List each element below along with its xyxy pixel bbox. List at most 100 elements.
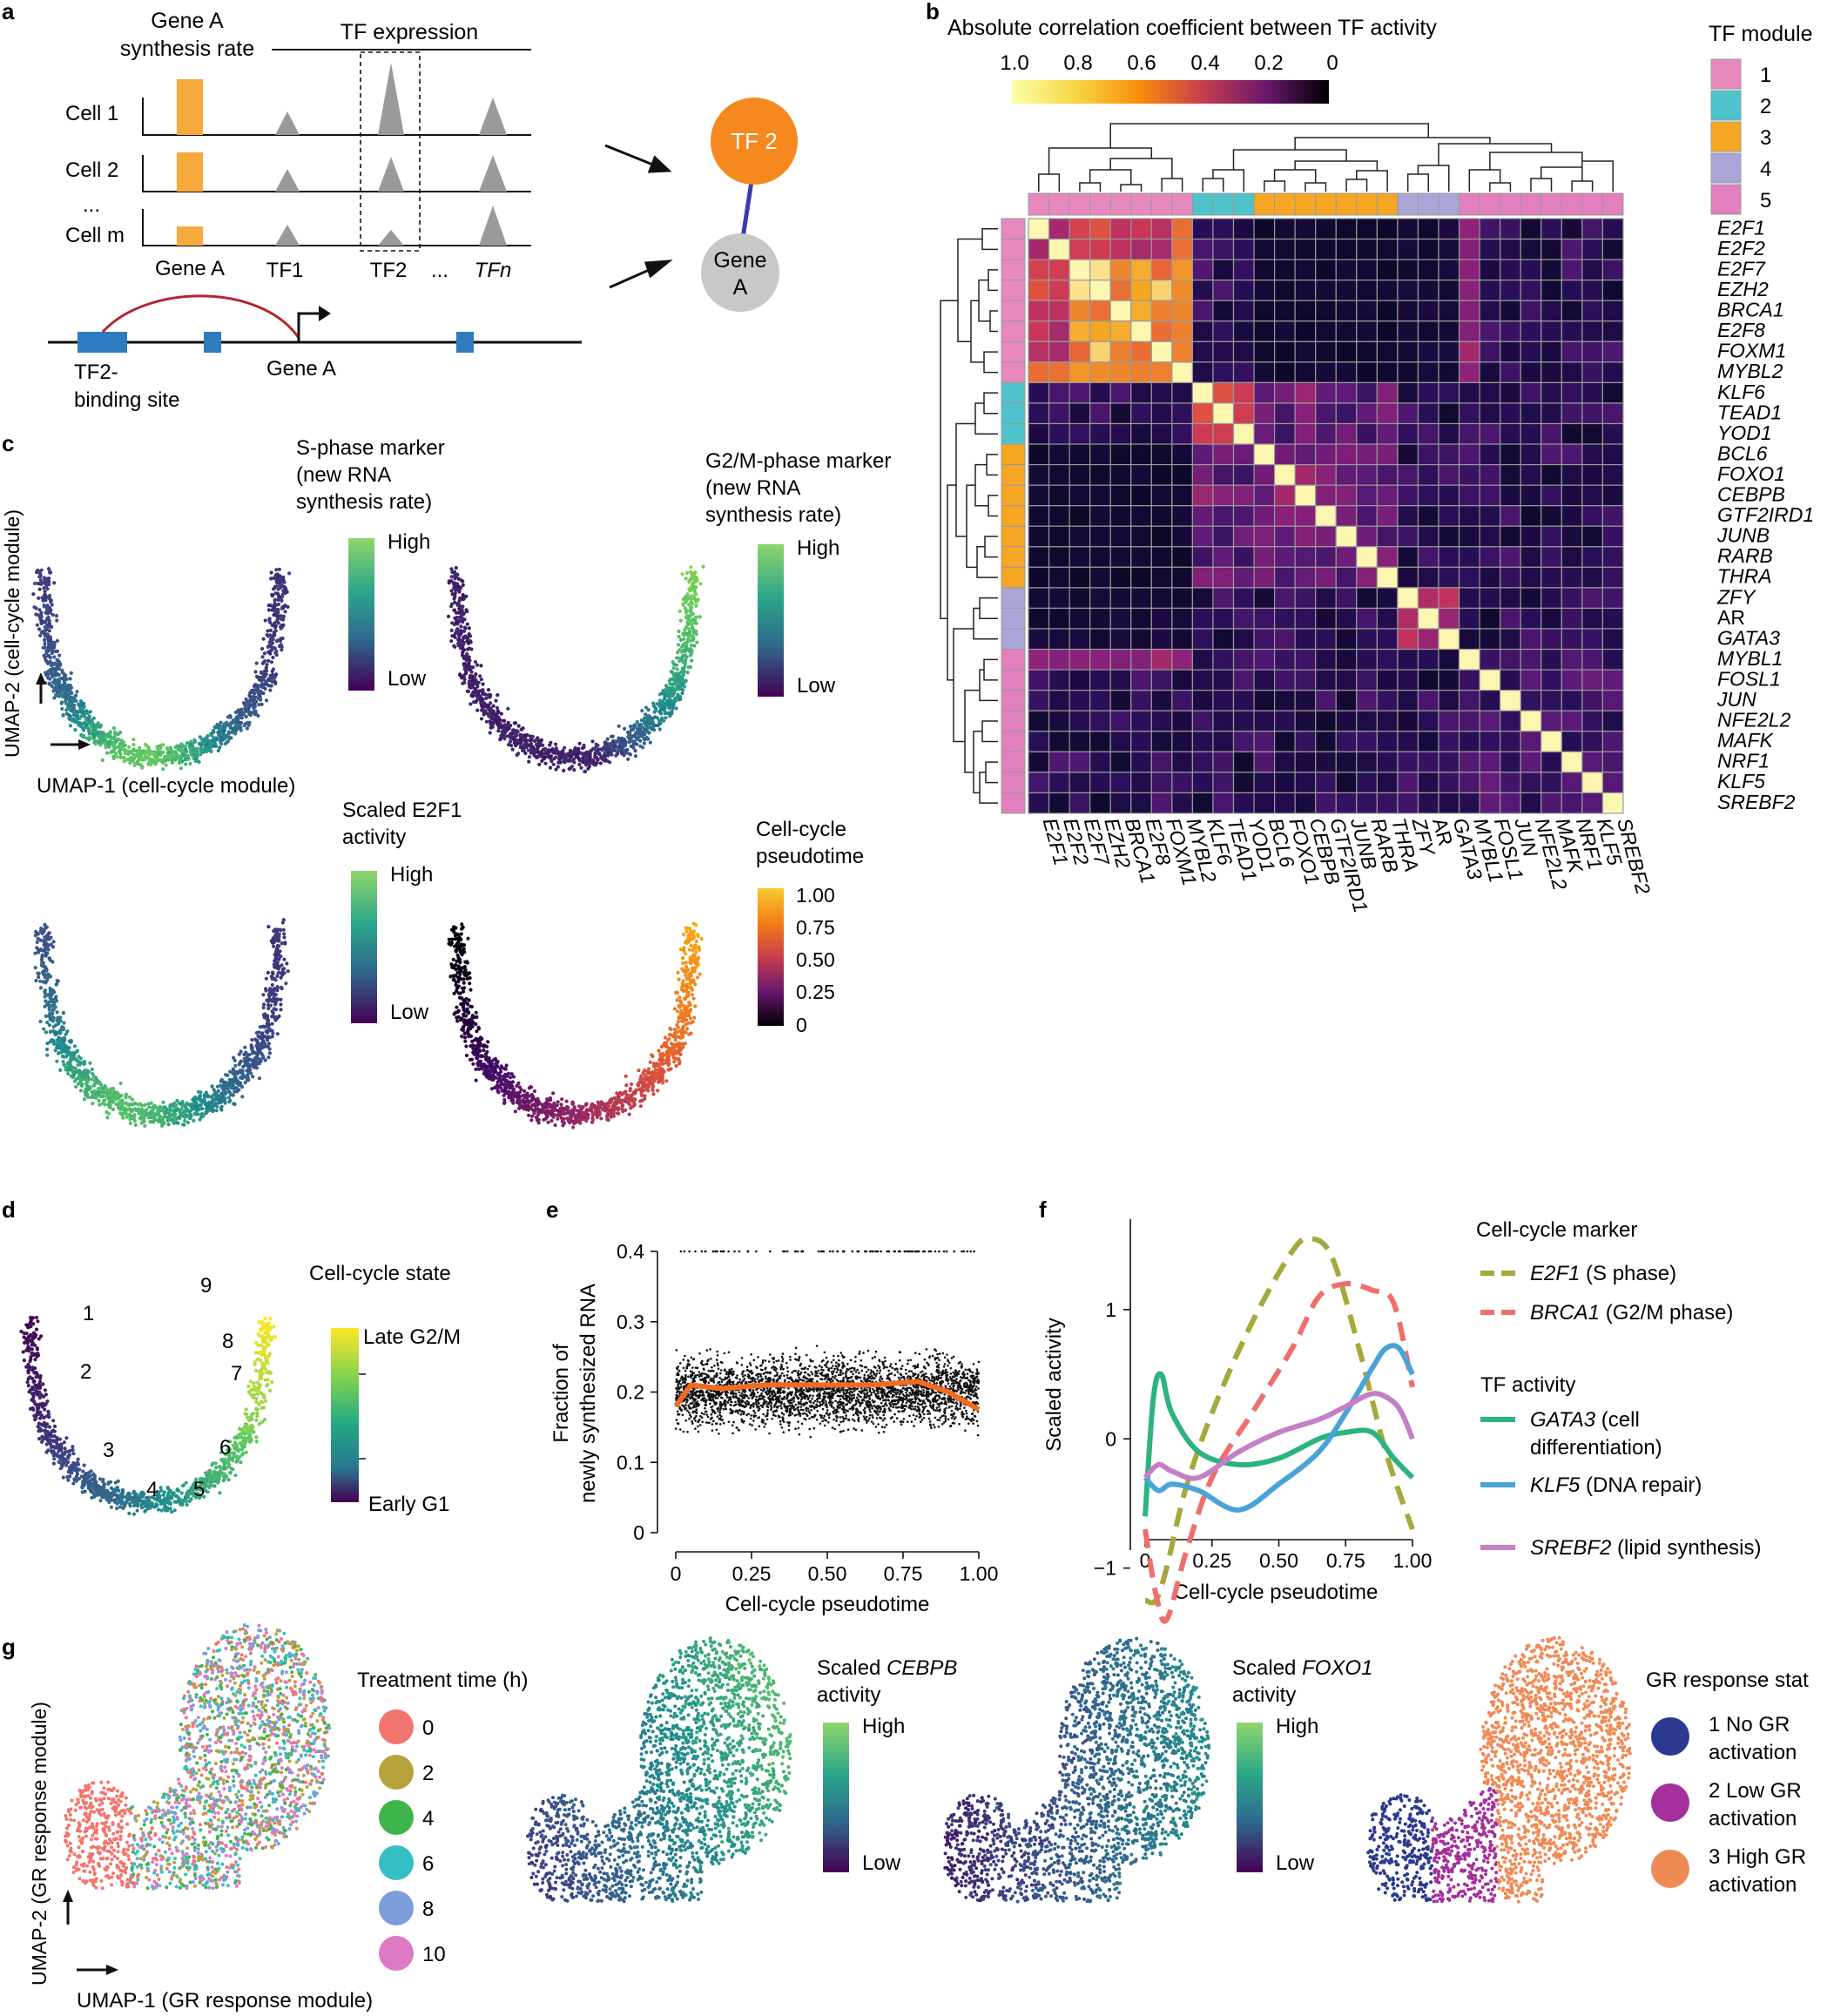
cell-point [62,1021,65,1025]
cell-point [246,726,249,730]
cell-point [487,688,490,691]
heatmap-cell [1295,424,1316,445]
cell-point [469,647,473,651]
cell-point [145,744,149,747]
cell-point [240,1095,244,1098]
heatmap-cell [1357,732,1378,752]
cell-point [245,1055,248,1059]
heatmap-cell [1336,424,1357,445]
cell-point [480,697,483,700]
cell-point [474,680,477,684]
cell-point [67,716,71,719]
col-module-strip [1275,193,1296,215]
cell-point [677,643,680,646]
cell-point [680,572,684,576]
cell-point [266,659,270,663]
cell-point [194,1112,198,1116]
heatmap-cell [1561,650,1582,671]
cell-point [679,619,683,623]
cell-point [48,642,51,645]
cell-point [626,735,630,738]
cell-point [86,716,90,719]
heatmap-cell [1398,403,1419,424]
row-label-E2F2: E2F2 [1717,237,1765,260]
cell-point [48,629,51,632]
cell-point [153,1105,157,1109]
heatmap-cell [1561,732,1582,752]
heatmap-cell [1295,711,1316,732]
heatmap-cell [1398,670,1419,691]
dendro-link [988,270,998,291]
cell-point [503,734,507,738]
heatmap-cell [1275,424,1296,445]
heatmap-cell [1439,650,1460,671]
cell-point [690,658,693,662]
heatmap-cell [1582,280,1603,301]
cell-point [692,587,696,590]
col-module-strip [1090,193,1111,215]
binding-site-label1: TF2- [74,361,118,384]
cell-point [654,708,657,711]
cell-point [273,1017,277,1021]
heatmap-cell [1172,526,1193,547]
cell-point [674,681,678,684]
heatmap-cell [1213,321,1234,342]
heatmap-cell [1090,424,1111,445]
heatmap-cell [1398,444,1419,465]
heatmap-cell [1069,424,1090,445]
heatmap-cell [1418,321,1439,342]
cell-point [670,710,673,713]
heatmap-cell [1172,772,1193,793]
panel-b: b Absolute correlation coefficient betwe… [926,0,1814,915]
cell-point [489,723,492,726]
heatmap-cell [1480,260,1500,280]
heatmap-cell [1192,444,1213,465]
heatmap-cell [1172,341,1193,362]
cell-point [449,639,453,643]
row-module-strip [1001,382,1025,403]
heatmap-cell [1172,485,1193,506]
cell-point [262,637,266,641]
cell-point [633,725,637,729]
cell-point [233,1075,237,1079]
heatmap-cell [1049,650,1070,671]
heatmap-cell [1234,526,1255,547]
cell-point [47,606,51,610]
cell-point [245,715,248,718]
row-label-ZFY: ZFY [1716,585,1756,608]
heatmap-cell [1582,650,1603,671]
cell-point [637,730,641,733]
heatmap-cell [1336,547,1357,568]
cell-point [663,710,666,713]
cell-point [74,1085,78,1089]
heatmap-cell [1151,772,1172,793]
heatmap-cell [1090,567,1111,588]
heatmap-cell [1110,260,1131,280]
heatmap-cell [1028,670,1049,691]
heatmap-cell [1110,341,1131,362]
heatmap-cell [1110,650,1131,671]
heatmap-cell [1275,382,1296,403]
cell-point [73,1044,77,1048]
heatmap-cell [1602,588,1623,609]
cell-point [224,1102,227,1105]
heatmap-cell [1069,403,1090,424]
cell-point [468,668,471,671]
cell-point [554,756,557,759]
cell-point [277,958,280,961]
cell-point [512,738,516,741]
cell-point [280,607,284,610]
heatmap-cell [1172,444,1193,465]
dendro-link [984,352,998,373]
heatmap-cell [1131,792,1152,813]
row-module-strip [1001,670,1025,691]
heatmap-cell [1295,772,1316,793]
heatmap-cell [1049,300,1070,321]
cell-point [478,674,482,678]
cell-point [58,662,62,665]
heatmap-cell [1602,321,1623,342]
heatmap-cell [1295,608,1316,629]
heatmap-cell [1213,567,1234,588]
cell-point [599,761,603,765]
cell-point [453,581,456,584]
